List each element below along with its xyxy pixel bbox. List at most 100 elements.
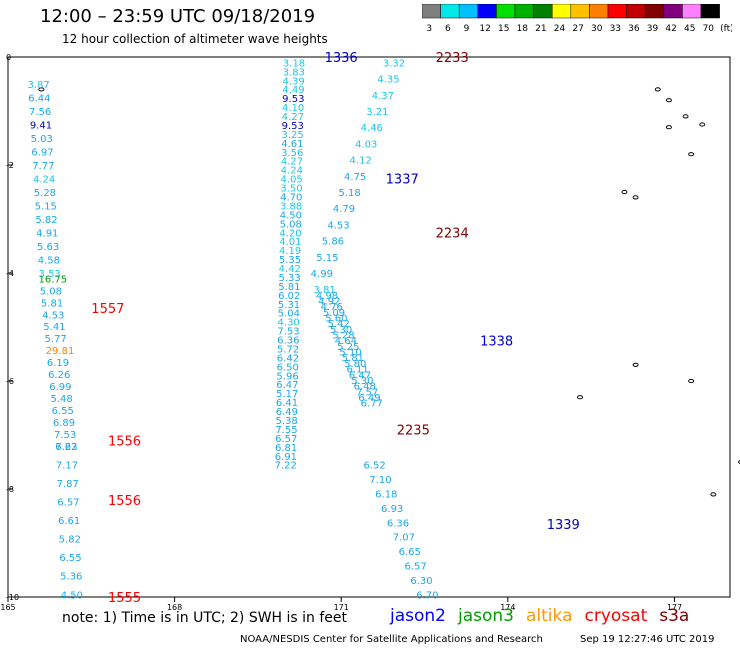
lat-tick-label: -8 (6, 485, 14, 494)
wave-height-value: 7.22 (55, 442, 77, 453)
wave-height-value: 5.96 (276, 371, 298, 382)
wave-height-value: 7.87 (57, 479, 79, 490)
scale-label: 70 (703, 24, 715, 34)
wave-height-value: 4.46 (361, 123, 383, 134)
wave-height-value: 7.10 (369, 475, 391, 486)
scale-swatch (700, 4, 720, 19)
legend-jason3: jason3 (458, 606, 514, 626)
wave-height-value: 5.38 (276, 416, 298, 427)
island-outline (682, 114, 689, 119)
wave-height-value: 6.65 (399, 547, 421, 558)
wave-height-value: 3.32 (383, 58, 405, 69)
wave-height-value: 5.10 (339, 348, 361, 359)
chart-subtitle: 12 hour collection of altimeter wave hei… (62, 32, 328, 46)
scale-label: 27 (572, 24, 583, 34)
generated-timestamp: Sep 19 12:27:46 UTC 2019 (580, 634, 715, 645)
wave-height-value: 4.50 (61, 590, 83, 601)
wave-height-value: 4.20 (279, 228, 301, 239)
wave-height-value: 6.52 (363, 461, 385, 472)
wave-height-value: 5.60 (325, 314, 347, 325)
pass-time-label: 1336 (325, 51, 358, 66)
island-outline (654, 87, 661, 92)
island-outline (38, 87, 45, 92)
island-outline (665, 125, 672, 130)
wave-height-value: 5.25 (337, 342, 359, 353)
scale-label: 45 (684, 24, 695, 34)
wave-height-value: 5.08 (280, 219, 302, 230)
wave-height-value: 6.36 (277, 336, 299, 347)
wave-height-value: 6.44 (28, 94, 50, 105)
wave-height-value: 4.27 (282, 112, 304, 123)
credit-line: NOAA/NESDIS Center for Satellite Applica… (240, 634, 543, 645)
lon-tick-label: 177 (667, 603, 682, 612)
wave-height-value: 4.01 (279, 237, 301, 248)
wave-height-value: 7.22 (275, 461, 297, 472)
wave-height-value: 5.30 (330, 325, 352, 336)
pass-time-label: 2234 (436, 227, 469, 242)
island-outline (632, 362, 639, 367)
pass-time-label: 2235 (397, 424, 430, 439)
wave-height-value: 6.57 (275, 434, 297, 445)
wave-height-value: 9.41 (30, 121, 52, 132)
wave-height-value: 9.53 (282, 121, 304, 132)
wave-height-value: 5.15 (35, 202, 57, 213)
wave-height-value: 6.57 (404, 562, 426, 573)
wave-height-value: 4.53 (42, 310, 64, 321)
wave-height-value: 5.81 (342, 353, 364, 364)
wave-height-value: 6.89 (53, 418, 75, 429)
wave-height-value: 5.48 (50, 394, 72, 405)
wave-height-value: 3.87 (27, 80, 49, 91)
wave-height-value: 4.53 (327, 220, 349, 231)
wave-height-value: 5.17 (276, 389, 298, 400)
scale-label: 21 (535, 24, 546, 34)
island-outline (688, 378, 695, 384)
scale-label: 18 (517, 24, 529, 34)
wave-height-value: 4.24 (33, 175, 55, 186)
lat-tick-label: -4 (6, 269, 14, 278)
pass-time-label: 2233 (436, 51, 469, 66)
wave-height-value: 6.47 (349, 370, 371, 381)
wave-height-value: 6.81 (275, 443, 297, 454)
wave-height-value: 5.18 (338, 188, 360, 199)
island-outline (710, 492, 717, 497)
wave-height-value: 6.55 (59, 553, 81, 564)
wave-height-value: 3.81 (313, 285, 335, 296)
wave-height-value: 6.48 (354, 382, 376, 393)
pass-time-label: 1555 (108, 591, 141, 606)
wave-height-value: 4.91 (36, 229, 58, 240)
legend-cryosat: cryosat (584, 606, 648, 626)
wave-height-value: 6.49 (358, 393, 380, 404)
wave-height-value: 4.27 (281, 157, 303, 168)
island-outline (577, 395, 584, 400)
wave-height-value: 4.10 (282, 103, 304, 114)
wave-height-value: 5.77 (44, 334, 66, 345)
wave-height-value: 4.42 (279, 264, 301, 275)
island-outline (688, 152, 695, 157)
lon-tick-label: 165 (0, 603, 15, 612)
wave-height-value: 5.09 (323, 308, 345, 319)
wave-height-value: 4.03 (355, 139, 377, 150)
wave-height-value: 5.80 (344, 359, 366, 370)
island-outline (738, 460, 740, 464)
wave-height-value: 4.19 (279, 246, 301, 257)
wave-height-value: 4.61 (281, 139, 303, 150)
wave-height-value: 7.57 (356, 387, 378, 398)
island-outline (632, 195, 639, 200)
island-outline (621, 189, 628, 195)
wave-height-value: 4.50 (280, 210, 302, 221)
wave-height-value: 7.55 (275, 425, 297, 436)
wave-height-value: 6.97 (31, 148, 53, 159)
wave-height-value: 6.57 (57, 497, 79, 508)
legend-jason2: jason2 (390, 606, 446, 626)
wave-height-value: 6.61 (58, 516, 80, 527)
wave-height-value: 3.56 (281, 148, 303, 159)
wave-height-value: 5.30 (351, 376, 373, 387)
wave-height-value: 4.12 (350, 156, 372, 167)
pass-time-label: 1556 (108, 434, 141, 449)
footer-note: note: 1) Time is in UTC; 2) SWH is in fe… (62, 610, 348, 626)
wave-height-value: 5.81 (41, 298, 63, 309)
wave-height-value: 4.49 (282, 85, 304, 96)
wave-height-value: 16.75 (39, 274, 68, 285)
